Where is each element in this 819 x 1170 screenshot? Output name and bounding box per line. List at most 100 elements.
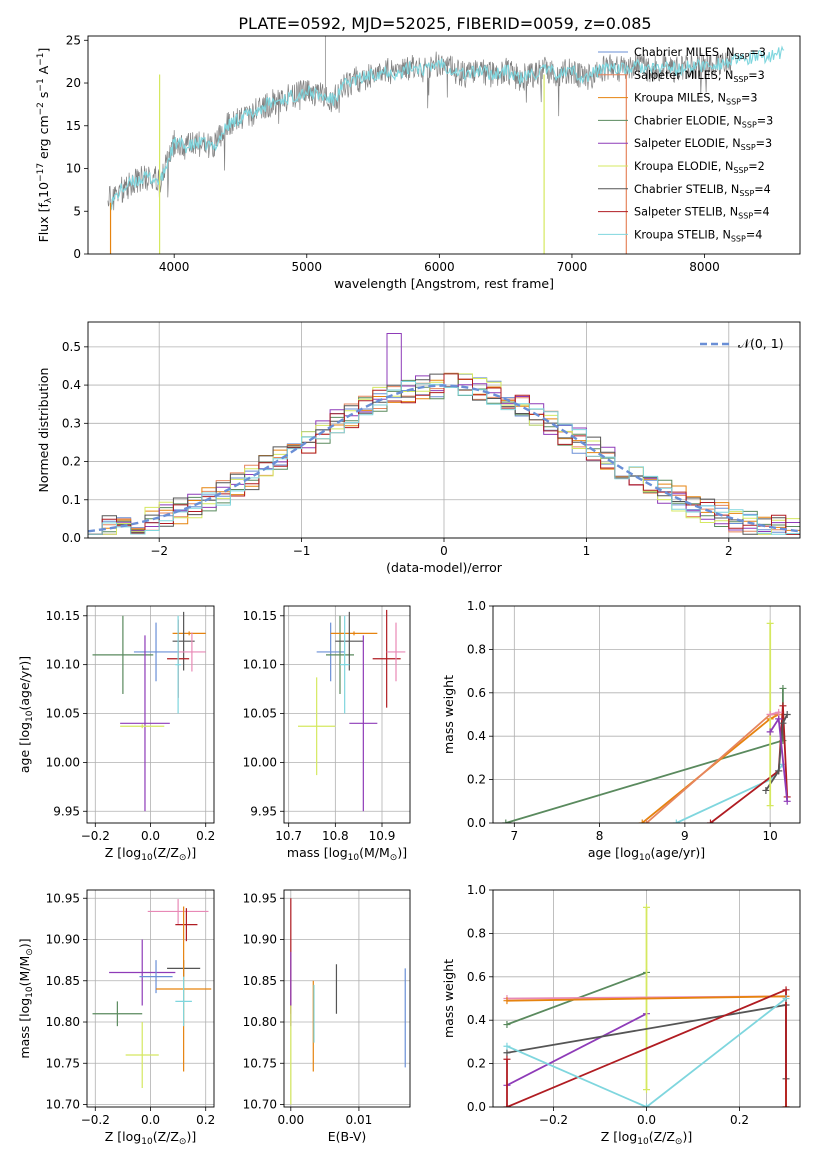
x-label-sun: ⊙ xyxy=(390,853,398,863)
y-tick-label: 10.05 xyxy=(243,707,277,721)
weight-marker xyxy=(783,797,791,805)
y-tick-label: 10 xyxy=(66,162,81,176)
legend-name: Salpeter ELODIE, N xyxy=(634,137,741,150)
legend-sub: SSP xyxy=(726,98,741,107)
y-tick-label: 0.0 xyxy=(467,816,486,830)
y-label-sun: ⊙ xyxy=(25,948,35,956)
y-tick-label: 0.4 xyxy=(467,1013,486,1027)
mass_vs_ebv-panel: 0.00 0.01 10.70 10.75 10.80 10.85 10.90 10.95 E(… xyxy=(243,889,411,1144)
y-tick-label: 10.80 xyxy=(46,1015,80,1029)
legend-label: Salpeter MILES, NSSP=3 xyxy=(634,69,765,84)
y-axis-label: Flux [fλ10−17 erg cm−2 s−1 A−1] xyxy=(36,48,54,243)
x-tick-label: 0.0 xyxy=(141,1113,160,1127)
legend-sub: SSP xyxy=(731,234,746,243)
x-tick-label: 7 xyxy=(510,829,518,843)
weight-marker xyxy=(503,1103,511,1107)
y-label-p9: −1 xyxy=(36,53,46,66)
x-label-sun: ⊙ xyxy=(179,853,187,863)
legend-label: Salpeter ELODIE, NSSP=3 xyxy=(634,137,772,152)
y-tick-label: 0.8 xyxy=(467,926,486,940)
y-label-p7: −1 xyxy=(36,78,46,91)
legend-label: 𝒩(0, 1) xyxy=(738,336,784,351)
y-tick-label: 1.0 xyxy=(467,599,486,613)
data-point xyxy=(335,611,364,671)
x-tick-label: 0.0 xyxy=(637,1113,656,1127)
y-tick-label: 10.75 xyxy=(46,1056,80,1070)
legend-n: =3 xyxy=(749,46,766,59)
x-label-tail: (Z/Z xyxy=(649,1129,675,1144)
data-point xyxy=(120,724,165,729)
x-label-main: Z [log xyxy=(105,845,141,860)
x-tick-label: 0.0 xyxy=(141,829,160,843)
legend-sub: SSP xyxy=(739,189,754,198)
y-tick-label: 10.85 xyxy=(243,974,277,988)
legend-sub: SSP xyxy=(738,212,753,221)
x-label-main: Z [log xyxy=(105,1129,141,1144)
data-spectrum-line xyxy=(107,51,732,211)
x-label-tail: (M/M xyxy=(359,845,390,860)
data-point xyxy=(175,615,181,714)
x-label-end: )] xyxy=(186,845,196,860)
legend-n: =2 xyxy=(748,160,765,173)
data-point xyxy=(178,632,206,672)
legend-sub: SSP xyxy=(742,120,757,129)
weight-marker xyxy=(503,1055,511,1063)
residuals-panel: −2 −1 0 1 2 0.0 0.1 0.2 0.3 0.4 0.5 𝒩(0, 1) (data-mo… xyxy=(36,321,801,575)
legend-name: Chabrier ELODIE, N xyxy=(634,114,742,127)
x-tick-label: 0.2 xyxy=(730,1113,749,1127)
x-label-sun: ⊙ xyxy=(675,1137,683,1147)
y-tick-label: 10.95 xyxy=(243,891,277,905)
y-axis-label: mass weight xyxy=(441,675,456,754)
x-axis-label: wavelength [Angstrom, rest frame] xyxy=(334,276,554,291)
y-tick-label: 10.05 xyxy=(46,707,80,721)
x-axis-label: Z [log10(Z/Z⊙)] xyxy=(601,1129,692,1147)
data-point xyxy=(175,908,198,942)
x-tick-label: 0.00 xyxy=(277,1113,304,1127)
data-point xyxy=(125,1022,159,1089)
weight-marker xyxy=(503,1021,511,1029)
y-tick-label: 10.80 xyxy=(243,1015,277,1029)
x-tick-label: 0.2 xyxy=(196,1113,215,1127)
y-tick-label: 10.95 xyxy=(46,891,80,905)
y-axis-label: mass weight xyxy=(441,959,456,1038)
normal-curve xyxy=(88,384,800,533)
legend-name: Kroupa MILES, N xyxy=(634,92,726,105)
y-label-p4: erg cm xyxy=(36,115,51,163)
weight-marker xyxy=(775,767,783,775)
x-tick-label: 8000 xyxy=(689,260,720,274)
age_vs_Z-panel: −0.2 0.0 0.2 9.95 10.00 10.05 10.10 10.15 Z [log… xyxy=(17,605,215,863)
legend-n: =3 xyxy=(748,69,765,82)
legend-label: Chabrier ELODIE, NSSP=3 xyxy=(634,114,773,129)
weight-marker xyxy=(643,1086,650,1094)
y-tick-label: 0.0 xyxy=(62,531,81,545)
y-tick-label: 10.10 xyxy=(243,658,277,672)
x-tick-label: 4000 xyxy=(159,260,190,274)
y-tick-label: 0.2 xyxy=(467,773,486,787)
residuals-frame-layer: −2 −1 0 1 2 0.0 0.1 0.2 0.3 0.4 0.5 𝒩(0, 1) (data-mo… xyxy=(36,321,801,575)
spectrum-panel: 4000 5000 6000 7000 8000 0 5 10 15 20 25 Chabrier M… xyxy=(36,33,801,291)
x-tick-label: −0.2 xyxy=(539,1113,568,1127)
weight-marker xyxy=(782,1103,790,1107)
x-tick-label: 9 xyxy=(681,829,689,843)
data-point xyxy=(172,611,195,671)
x-axis-label: age [log10(age/yr)] xyxy=(588,845,705,863)
weight-line-chabrier-elodie xyxy=(505,688,784,823)
age_vs_Z-frame-layer: −0.2 0.0 0.2 9.95 10.00 10.05 10.10 10.15 Z [log… xyxy=(17,605,215,863)
weight_vs_age-frame xyxy=(492,605,801,824)
weight-marker xyxy=(643,903,650,911)
x-tick-label: 6000 xyxy=(424,260,455,274)
x-label-sub: 10 xyxy=(639,853,651,863)
y-tick-label: 9.95 xyxy=(53,804,80,818)
mass_vs_Z-panel: −0.2 0.0 0.2 10.70 10.75 10.80 10.85 10.90 10.95… xyxy=(17,889,215,1147)
mass_vs_Z-plot-area xyxy=(92,899,212,1089)
weight-marker xyxy=(503,1042,511,1050)
x-tick-label: 10 xyxy=(763,829,778,843)
y-tick-label: 10.70 xyxy=(243,1098,277,1112)
age_vs_mass-frame-layer: 10.7 10.8 10.9 9.95 10.00 10.05 10.10 10.15 mass… xyxy=(243,605,411,863)
age_vs_Z-plot-area xyxy=(92,611,206,812)
y-tick-label: 0.6 xyxy=(467,970,486,984)
y-label-tail: (age/yr)] xyxy=(17,656,32,711)
data-point xyxy=(147,899,209,924)
y-label-tail: (M/M xyxy=(17,956,32,987)
weight-line-salpeter-stelib xyxy=(506,988,787,1107)
